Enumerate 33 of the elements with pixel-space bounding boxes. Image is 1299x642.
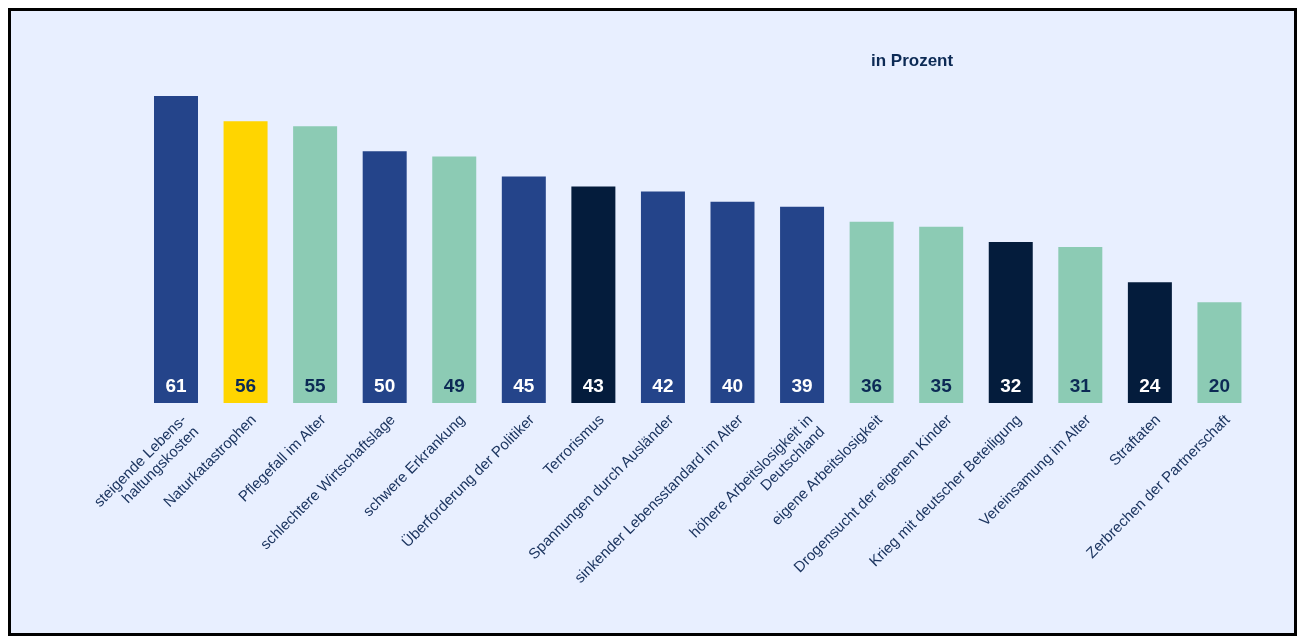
data-label: 36: [861, 375, 883, 396]
data-label: 31: [1069, 375, 1092, 396]
bar: [1058, 246, 1103, 403]
bar: [1197, 302, 1242, 403]
bar: [223, 121, 268, 403]
data-label: 39: [791, 375, 813, 396]
bar: [988, 241, 1033, 403]
bar: [571, 186, 616, 403]
data-label: 55: [304, 375, 327, 396]
data-label: 49: [443, 375, 465, 396]
bar: [1127, 282, 1172, 403]
bar: [362, 151, 407, 403]
bar: [710, 201, 755, 403]
chart-subtitle: in Prozent: [871, 51, 954, 71]
data-label: 20: [1208, 375, 1231, 396]
bar: [154, 96, 198, 403]
bar: [780, 206, 825, 403]
data-label: 45: [513, 375, 535, 396]
bar: [432, 156, 477, 403]
data-label: 56: [234, 375, 257, 396]
bar: [501, 176, 546, 403]
data-label: 43: [582, 375, 604, 396]
bar: [640, 191, 685, 403]
data-label: 40: [721, 375, 744, 396]
data-label: 61: [165, 375, 187, 396]
data-label: 50: [374, 375, 396, 396]
data-label: 42: [652, 375, 674, 396]
bar: [293, 126, 338, 403]
bar: [919, 226, 964, 403]
data-label: 32: [1000, 375, 1022, 396]
data-label: 24: [1139, 375, 1161, 396]
bar: [849, 221, 894, 403]
data-label: 35: [930, 375, 953, 396]
